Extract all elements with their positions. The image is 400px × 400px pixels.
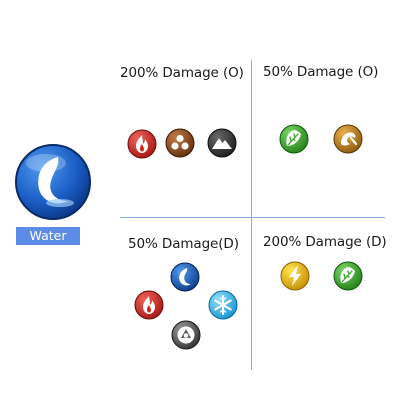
grass-icon [279,124,309,154]
grass-icon [333,261,363,291]
defense-resist-title: 50% Damage(D) [128,236,239,252]
defense-weak-title: 200% Damage (D) [263,234,387,250]
water-icon [14,143,92,221]
electric-icon [280,261,310,291]
ice-icon [208,290,238,320]
ground-icon [207,128,237,158]
offense-strong-title: 200% Damage (O) [120,65,244,81]
rock-icon [165,128,195,158]
fire-icon [134,290,164,320]
type-label: Water [16,227,80,245]
horizontal-divider [120,217,385,218]
vertical-divider [251,60,252,370]
steel-icon [171,320,201,350]
water-icon [170,262,200,292]
offense-weak-title: 50% Damage (O) [263,64,379,80]
fire-icon [127,129,157,159]
dragon-icon [333,124,363,154]
